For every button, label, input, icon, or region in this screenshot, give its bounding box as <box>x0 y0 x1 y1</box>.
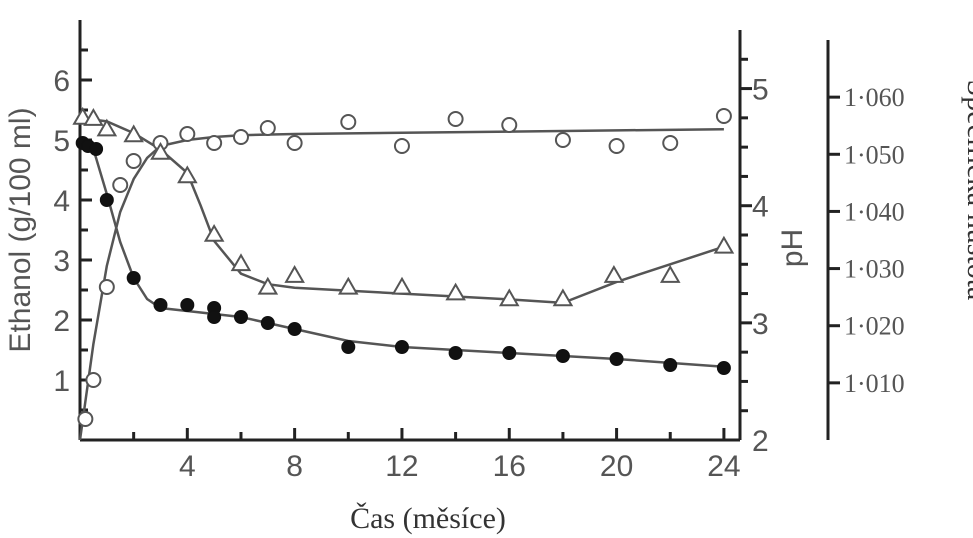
filled-circle-point <box>555 349 570 363</box>
open-circle-point <box>662 135 679 151</box>
x-tick-label: 24 <box>707 450 740 483</box>
open-circle-point <box>259 120 276 136</box>
ph-tick-label: 3 <box>752 308 769 341</box>
open-circle-point <box>393 138 410 154</box>
specific-gravity-tick-label: 1·020 <box>844 312 905 341</box>
open-triangle-point <box>337 276 359 295</box>
open-triangle-point <box>203 224 225 242</box>
open-circle-point <box>232 129 249 145</box>
ethanol-tick-label: 1 <box>53 365 70 398</box>
open-triangle-point <box>552 288 574 307</box>
filled-circle-point <box>99 193 114 207</box>
x-tick-label: 8 <box>286 450 303 483</box>
open-triangle-point <box>96 118 118 137</box>
open-circle-point <box>554 132 571 148</box>
open-circle-point <box>340 114 357 130</box>
filled-circle-point <box>180 298 195 312</box>
filled-circle-point <box>89 142 104 156</box>
series-open-triangle-line <box>79 116 725 305</box>
ethanol-tick-label: 5 <box>53 125 70 158</box>
filled-circle-point <box>126 271 141 285</box>
specific-gravity-tick-label: 1·010 <box>844 369 905 398</box>
open-triangle-point <box>445 282 466 301</box>
open-circle-point <box>179 126 196 142</box>
series-filled-circle-line <box>79 138 724 369</box>
filled-circle-point <box>716 361 731 375</box>
ethanol-tick-label: 3 <box>53 245 70 278</box>
specific-gravity-tick-label: 1·050 <box>844 140 905 169</box>
open-circle-point <box>501 117 518 133</box>
open-triangle-point <box>230 253 252 272</box>
specific-gravity-axis-title: Specifická hustota <box>961 80 973 301</box>
filled-circle-point <box>233 310 248 324</box>
ph-tick-label: 5 <box>752 74 769 107</box>
filled-circle-point <box>260 316 275 330</box>
open-circle-point <box>77 411 94 427</box>
specific-gravity-tick-label: 1·060 <box>844 83 905 112</box>
x-tick-label: 20 <box>600 450 633 483</box>
open-triangle-point <box>498 288 520 307</box>
open-circle-point <box>447 111 464 127</box>
open-triangle-point <box>257 276 279 295</box>
x-tick-label: 12 <box>385 450 418 483</box>
ethanol-tick-label: 6 <box>53 65 70 98</box>
open-triangle-point <box>659 264 681 283</box>
specific-gravity-tick-label: 1·030 <box>844 255 905 284</box>
filled-circle-point <box>394 340 409 354</box>
x-axis-title: Čas (měsíce) <box>350 502 506 535</box>
filled-circle-point <box>287 322 302 336</box>
ph-axis-title: pH <box>776 229 809 267</box>
filled-circle-point <box>341 340 356 354</box>
open-triangle-point <box>177 165 198 184</box>
x-tick-label: 16 <box>493 450 526 483</box>
open-circle-point <box>206 135 223 151</box>
open-triangle-point <box>284 264 305 283</box>
filled-circle-point <box>207 310 222 324</box>
ethanol-tick-label: 4 <box>53 185 70 218</box>
filled-circle-point <box>609 352 624 366</box>
open-triangle-point <box>603 264 625 283</box>
open-circle-point <box>125 153 142 169</box>
open-circle-point <box>85 372 102 388</box>
open-circle-point <box>98 279 115 295</box>
filled-circle-point <box>502 346 517 360</box>
filled-circle-point <box>153 298 168 312</box>
open-triangle-point <box>83 107 104 126</box>
tick-group: 4 8 12 16 20 2412345623451·0101·0201·0301·040… <box>53 48 905 483</box>
x-tick-label: 4 <box>179 450 196 483</box>
open-circle-point <box>286 135 303 151</box>
open-circle-point <box>608 138 625 154</box>
ph-tick-label: 2 <box>752 425 769 458</box>
open-circle-point <box>715 108 732 124</box>
open-circle-point <box>112 177 129 193</box>
marker-group <box>72 106 735 427</box>
open-triangle-point <box>150 142 171 160</box>
filled-circle-point <box>448 346 463 360</box>
specific-gravity-tick-label: 1·040 <box>844 197 905 226</box>
ethanol-axis-title: Ethanol (g/100 ml) <box>4 107 37 352</box>
open-triangle-point <box>123 124 144 143</box>
ph-tick-label: 4 <box>752 191 769 224</box>
filled-circle-point <box>663 358 678 372</box>
ethanol-tick-label: 2 <box>53 305 70 338</box>
open-triangle-point <box>713 235 735 254</box>
open-triangle-point <box>391 276 413 295</box>
